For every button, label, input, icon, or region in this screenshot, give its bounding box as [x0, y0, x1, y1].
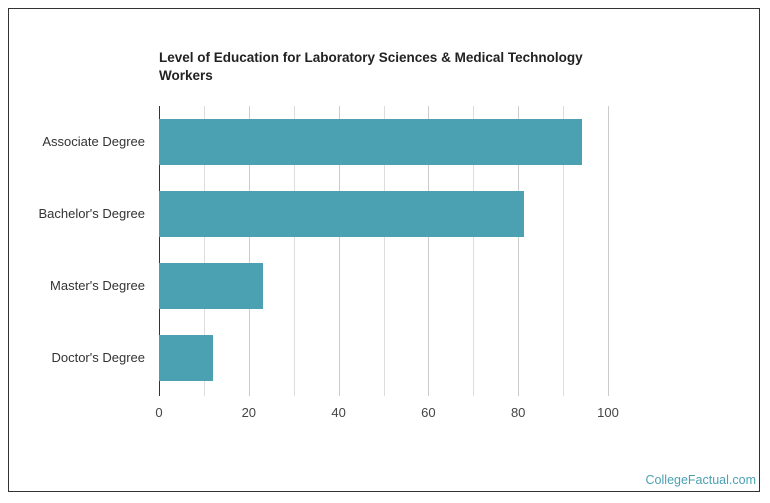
x-tick-label: 80 [510, 405, 526, 420]
y-axis-label: Master's Degree [50, 278, 145, 293]
bar[interactable] [159, 191, 525, 237]
y-axis-line [159, 106, 160, 396]
x-tick-label: 40 [331, 405, 346, 420]
gridline [473, 106, 475, 396]
gridline [248, 106, 250, 396]
y-axis-label: Doctor's Degree [51, 350, 145, 365]
plot-area [159, 106, 609, 396]
x-tick-label: 0 [155, 405, 163, 420]
gridline [203, 106, 205, 396]
gridline [293, 106, 295, 396]
x-tick-label: 60 [421, 405, 436, 420]
y-axis-label: Associate Degree [42, 134, 145, 149]
gridline [518, 106, 520, 396]
x-tick-label: 100 [597, 405, 619, 420]
y-axis-label: Bachelor's Degree [38, 206, 145, 221]
brand-link[interactable]: CollegeFactual.com [645, 473, 756, 487]
gridline [338, 106, 340, 396]
gridline [563, 106, 565, 396]
bar[interactable] [159, 263, 264, 309]
chart-title: Level of Education for Laboratory Scienc… [159, 50, 583, 83]
bar[interactable] [159, 335, 213, 381]
x-tick-label: 20 [241, 405, 257, 420]
gridline [383, 106, 385, 396]
gridline [428, 106, 430, 396]
bar[interactable] [159, 119, 582, 165]
gridline [608, 106, 609, 396]
